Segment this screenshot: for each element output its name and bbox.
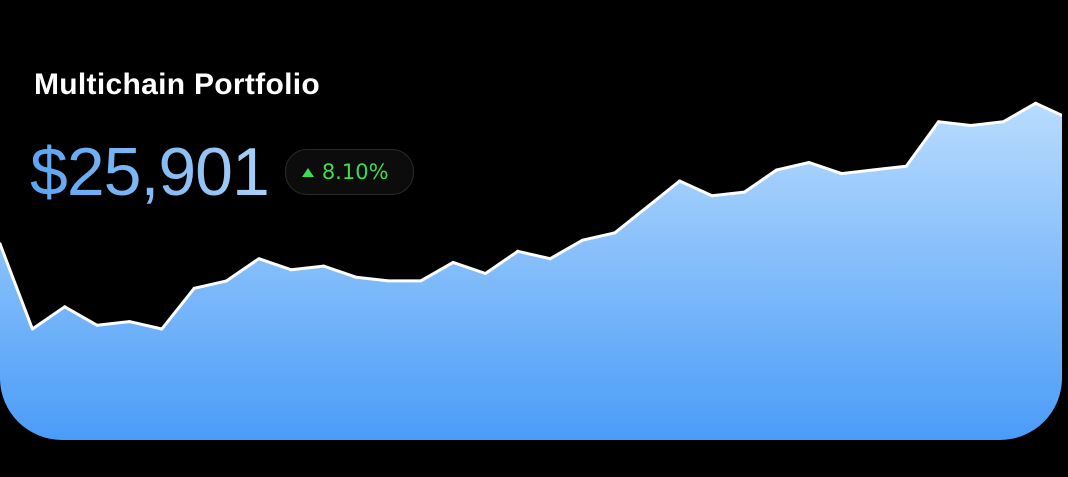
data-point-17 xyxy=(548,257,552,261)
data-point-12 xyxy=(386,279,390,283)
data-point-25 xyxy=(807,161,811,164)
data-point-11 xyxy=(354,275,358,279)
data-point-32 xyxy=(1034,101,1038,105)
data-point-16 xyxy=(516,249,520,253)
data-point-5 xyxy=(160,327,164,331)
data-point-23 xyxy=(742,190,746,194)
data-point-30 xyxy=(969,124,973,127)
data-point-28 xyxy=(904,164,908,168)
data-point-4 xyxy=(127,320,131,324)
data-point-8 xyxy=(257,257,261,261)
data-point-20 xyxy=(645,205,649,209)
change-badge: 8.10% xyxy=(284,149,414,195)
data-point-10 xyxy=(322,264,326,268)
up-arrow-icon xyxy=(301,167,314,177)
data-point-31 xyxy=(1001,120,1005,124)
data-point-22 xyxy=(710,194,714,198)
data-point-6 xyxy=(192,286,196,290)
data-point-26 xyxy=(839,172,843,176)
data-point-9 xyxy=(289,268,293,272)
portfolio-value: $25,901 xyxy=(30,134,270,210)
data-point-14 xyxy=(451,260,455,264)
data-point-1 xyxy=(30,327,34,331)
data-point-27 xyxy=(872,168,876,172)
data-point-2 xyxy=(63,305,67,309)
data-point-21 xyxy=(678,179,682,183)
series-line xyxy=(0,101,1062,331)
data-point-7 xyxy=(225,279,229,283)
data-point-29 xyxy=(937,120,941,124)
area-fill xyxy=(0,103,1062,440)
change-percent: 8.10% xyxy=(321,160,389,184)
data-point-0 xyxy=(0,242,2,246)
data-point-13 xyxy=(419,279,423,283)
data-point-18 xyxy=(581,238,585,242)
portfolio-title: Multichain Portfolio xyxy=(34,68,320,101)
data-point-3 xyxy=(95,323,99,327)
value-row: $25,901 8.10% xyxy=(30,134,414,210)
data-point-15 xyxy=(483,272,487,275)
data-point-19 xyxy=(613,231,617,235)
data-point-24 xyxy=(775,168,779,172)
